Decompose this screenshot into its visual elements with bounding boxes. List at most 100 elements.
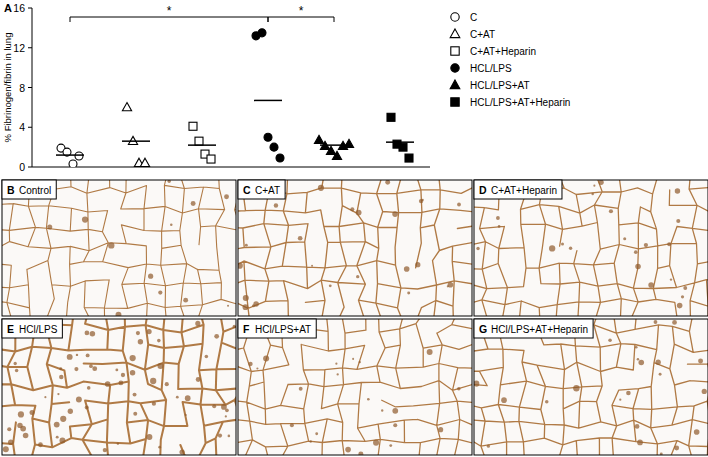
stain-spot	[318, 185, 324, 191]
stain-spot	[609, 209, 613, 213]
legend-label: C+AT	[470, 29, 495, 40]
stain-spot	[14, 362, 17, 365]
panel-border	[238, 319, 472, 455]
stain-spot	[619, 399, 621, 401]
stain-spot	[457, 203, 461, 207]
y-tick-label: 8	[19, 82, 25, 94]
stain-spot	[85, 331, 90, 336]
panel-letter: E	[7, 323, 14, 335]
y-tick	[28, 127, 32, 128]
stain-spot	[59, 437, 65, 443]
stain-spot	[212, 404, 216, 408]
stain-spot	[90, 331, 96, 337]
stain-spot	[654, 320, 658, 324]
legend-label: C+AT+Heparin	[470, 46, 536, 57]
stain-spot	[185, 414, 187, 416]
stain-spot	[157, 363, 163, 369]
tissue-texture	[2, 319, 236, 455]
stain-spot	[626, 391, 631, 396]
stain-spot	[667, 242, 671, 246]
stain-spot	[195, 321, 200, 326]
stain-spot	[309, 440, 312, 443]
legend-label: HCL/LPS+AT	[470, 80, 530, 91]
stain-spot	[105, 381, 111, 387]
panel-background	[238, 180, 472, 316]
stain-spot	[228, 435, 231, 438]
stain-spot	[637, 440, 643, 446]
stain-spot	[183, 298, 188, 303]
stain-spot	[392, 408, 398, 414]
stain-spot	[221, 404, 227, 410]
alveolar-walls	[238, 180, 472, 316]
mean-line	[254, 100, 282, 102]
stain-spot	[299, 387, 303, 391]
stain-spot	[133, 393, 137, 397]
stain-spot	[133, 412, 137, 416]
alveolar-walls	[2, 319, 236, 455]
panel-letter: B	[7, 184, 15, 196]
stain-spot	[638, 360, 644, 366]
stain-spot	[89, 364, 93, 368]
stain-spot	[608, 338, 612, 342]
stain-spot	[593, 185, 595, 187]
stain-spot	[438, 427, 443, 432]
stain-spot	[214, 334, 219, 339]
stain-spot	[138, 339, 143, 344]
stain-spot	[59, 367, 62, 370]
stain-spot	[185, 395, 191, 401]
stain-spot	[59, 375, 63, 379]
stain-spot	[191, 201, 196, 206]
stain-spot	[82, 216, 88, 222]
stain-spot	[238, 263, 243, 269]
stain-spot	[92, 366, 97, 371]
point	[258, 29, 266, 37]
stain-spot	[407, 292, 410, 295]
stain-spot	[345, 447, 351, 453]
legend-marker	[451, 13, 459, 21]
point	[207, 155, 215, 163]
point	[276, 154, 284, 162]
stain-spot	[457, 387, 461, 391]
plot-area	[56, 29, 414, 167]
stain-spot	[205, 355, 209, 359]
mean-line	[56, 154, 84, 156]
stain-spot	[67, 354, 73, 360]
y-tick-label: 16	[13, 2, 25, 14]
stain-spot	[115, 369, 118, 372]
stain-spot	[54, 422, 60, 428]
stain-spot	[350, 207, 354, 211]
panel-border	[2, 180, 236, 316]
stain-spot	[3, 446, 9, 452]
stain-spot	[148, 274, 153, 279]
stain-spot	[218, 433, 222, 437]
stain-spot	[74, 367, 78, 371]
point	[270, 143, 278, 151]
point	[387, 113, 395, 121]
stain-spot	[329, 284, 332, 287]
stain-spot	[243, 295, 249, 301]
stain-spot	[422, 199, 424, 201]
panel-border	[2, 319, 236, 455]
y-tick	[28, 87, 32, 88]
stain-spot	[150, 378, 156, 384]
stain-spot	[47, 224, 52, 229]
stain-spot	[130, 370, 135, 375]
tissue-texture	[238, 319, 472, 455]
stain-spot	[157, 339, 161, 343]
legend-marker	[451, 64, 459, 72]
stain-spot	[385, 180, 390, 185]
stain-spot	[367, 398, 370, 401]
stain-spot	[501, 397, 507, 403]
stain-spot	[290, 423, 294, 427]
mean-line	[320, 144, 348, 146]
stain-spot	[252, 304, 255, 307]
stain-spot	[85, 405, 89, 409]
stain-spot	[702, 389, 707, 394]
stain-spot	[359, 361, 361, 363]
stain-spot	[448, 282, 454, 288]
stain-spot	[152, 402, 156, 406]
stain-spot	[694, 429, 700, 435]
stain-spot	[44, 396, 46, 398]
stain-spot	[635, 424, 640, 429]
stain-spot	[38, 442, 43, 447]
